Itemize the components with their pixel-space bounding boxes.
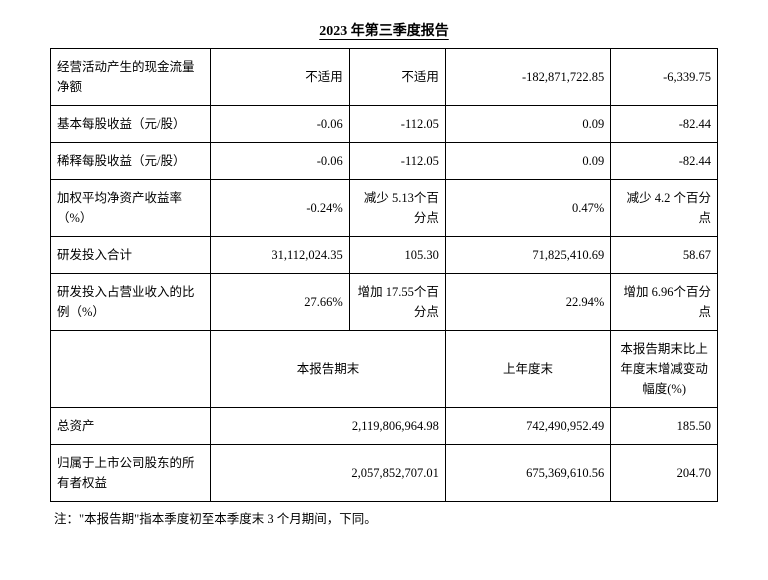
row-value: 58.67 bbox=[611, 237, 718, 274]
table-row: 研发投入合计31,112,024.35105.3071,825,410.6958… bbox=[51, 237, 718, 274]
row-value: 减少 4.2 个百分点 bbox=[611, 180, 718, 237]
row-value: 增加 17.55个百分点 bbox=[349, 274, 445, 331]
row-value: 22.94% bbox=[445, 274, 610, 331]
row-label: 经营活动产生的现金流量净额 bbox=[51, 49, 211, 106]
row-value: 0.09 bbox=[445, 143, 610, 180]
row-value: 减少 5.13个百分点 bbox=[349, 180, 445, 237]
row-label: 加权平均净资产收益率（%） bbox=[51, 180, 211, 237]
table-row: 基本每股收益（元/股）-0.06-112.050.09-82.44 bbox=[51, 106, 718, 143]
row-value: -82.44 bbox=[611, 106, 718, 143]
row-value: 742,490,952.49 bbox=[445, 408, 610, 445]
footnote: 注："本报告期"指本季度初至本季度末 3 个月期间，下同。 bbox=[50, 508, 718, 527]
row-value: 27.66% bbox=[211, 274, 350, 331]
table-row: 加权平均净资产收益率（%）-0.24%减少 5.13个百分点0.47%减少 4.… bbox=[51, 180, 718, 237]
header-change-pct: 本报告期末比上年度末增减变动幅度(%) bbox=[611, 331, 718, 408]
row-value: -112.05 bbox=[349, 143, 445, 180]
table-row: 研发投入占营业收入的比例（%）27.66%增加 17.55个百分点22.94%增… bbox=[51, 274, 718, 331]
row-value: 0.09 bbox=[445, 106, 610, 143]
row-value: 185.50 bbox=[611, 408, 718, 445]
row-value: -112.05 bbox=[349, 106, 445, 143]
row-value: 31,112,024.35 bbox=[211, 237, 350, 274]
empty-cell bbox=[51, 331, 211, 408]
table-row: 经营活动产生的现金流量净额不适用不适用-182,871,722.85-6,339… bbox=[51, 49, 718, 106]
row-value: 204.70 bbox=[611, 445, 718, 502]
row-label: 研发投入合计 bbox=[51, 237, 211, 274]
section-header-row: 本报告期末 上年度末 本报告期末比上年度末增减变动幅度(%) bbox=[51, 331, 718, 408]
report-title: 2023 年第三季度报告 bbox=[50, 20, 718, 40]
row-value: 675,369,610.56 bbox=[445, 445, 610, 502]
row-value: -82.44 bbox=[611, 143, 718, 180]
row-value: 2,057,852,707.01 bbox=[211, 445, 446, 502]
row-value: -182,871,722.85 bbox=[445, 49, 610, 106]
row-label: 归属于上市公司股东的所有者权益 bbox=[51, 445, 211, 502]
row-value: 0.47% bbox=[445, 180, 610, 237]
row-value: 不适用 bbox=[211, 49, 350, 106]
row-value: 2,119,806,964.98 bbox=[211, 408, 446, 445]
table-row: 稀释每股收益（元/股）-0.06-112.050.09-82.44 bbox=[51, 143, 718, 180]
header-prev-year: 上年度末 bbox=[445, 331, 610, 408]
table-row: 归属于上市公司股东的所有者权益2,057,852,707.01675,369,6… bbox=[51, 445, 718, 502]
row-value: -6,339.75 bbox=[611, 49, 718, 106]
row-value: 105.30 bbox=[349, 237, 445, 274]
row-label: 稀释每股收益（元/股） bbox=[51, 143, 211, 180]
row-value: 增加 6.96个百分点 bbox=[611, 274, 718, 331]
header-current-period: 本报告期末 bbox=[211, 331, 446, 408]
row-label: 研发投入占营业收入的比例（%） bbox=[51, 274, 211, 331]
table-row: 总资产2,119,806,964.98742,490,952.49185.50 bbox=[51, 408, 718, 445]
row-value: -0.06 bbox=[211, 106, 350, 143]
row-value: 71,825,410.69 bbox=[445, 237, 610, 274]
financial-table: 经营活动产生的现金流量净额不适用不适用-182,871,722.85-6,339… bbox=[50, 48, 718, 502]
row-label: 基本每股收益（元/股） bbox=[51, 106, 211, 143]
row-label: 总资产 bbox=[51, 408, 211, 445]
row-value: -0.24% bbox=[211, 180, 350, 237]
row-value: -0.06 bbox=[211, 143, 350, 180]
row-value: 不适用 bbox=[349, 49, 445, 106]
